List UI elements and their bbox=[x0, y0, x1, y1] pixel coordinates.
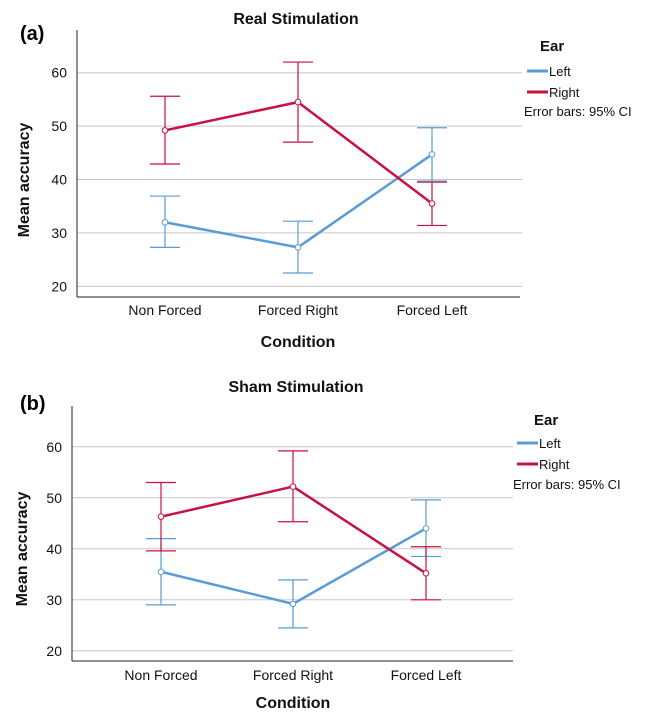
data-point-left bbox=[161, 218, 169, 226]
data-point-right bbox=[289, 483, 297, 490]
data-point-left bbox=[294, 244, 302, 251]
x-axis-label: Condition bbox=[256, 695, 331, 712]
error-bar-note: Error bars: 95% CI bbox=[513, 477, 621, 492]
y-tick-label: 30 bbox=[51, 225, 67, 241]
chart-title: Real Stimulation bbox=[233, 11, 358, 28]
plot-marks-a: 20 30 40 50 60 Non Forced Forced Right Forced L… bbox=[51, 30, 522, 318]
data-point-left bbox=[157, 568, 165, 576]
data-point-right bbox=[157, 513, 165, 520]
legend-label-right: Right bbox=[549, 85, 580, 100]
y-axis-label: Mean accuracy bbox=[14, 492, 31, 607]
y-tick-label: 60 bbox=[46, 439, 62, 455]
x-tick-label: Forced Left bbox=[391, 667, 462, 683]
y-tick-label: 20 bbox=[51, 278, 67, 294]
chart-title: Sham Stimulation bbox=[228, 379, 363, 396]
y-tick-label: 40 bbox=[51, 172, 67, 188]
y-tick-label: 20 bbox=[46, 643, 62, 659]
x-tick-label: Non Forced bbox=[124, 667, 197, 683]
legend-title: Ear bbox=[534, 412, 558, 429]
legend-title: Ear bbox=[540, 38, 564, 55]
y-tick-label: 30 bbox=[46, 592, 62, 608]
y-tick-label: 40 bbox=[46, 541, 62, 557]
data-point-left bbox=[422, 525, 430, 532]
plot-marks-b: 20 30 40 50 60 Non Forced Forced Right Forced L… bbox=[46, 406, 513, 683]
data-point-left bbox=[428, 151, 436, 158]
data-point-right bbox=[294, 98, 302, 106]
y-tick-label: 60 bbox=[51, 65, 67, 81]
chart-panel-a: (a) Real Stimulation Mean accuracy Condi… bbox=[16, 11, 632, 351]
x-tick-label: Forced Right bbox=[258, 302, 338, 318]
legend-label-left: Left bbox=[539, 436, 561, 451]
chart-panel-b: (b) Sham Stimulation Mean accuracy Condi… bbox=[14, 379, 621, 712]
y-axis-label: Mean accuracy bbox=[16, 123, 33, 238]
data-point-left bbox=[289, 600, 297, 608]
legend-label-left: Left bbox=[549, 64, 571, 79]
x-tick-label: Non Forced bbox=[128, 302, 201, 318]
data-point-right bbox=[422, 569, 430, 577]
panel-label: (b) bbox=[20, 393, 46, 415]
x-axis-label: Condition bbox=[261, 334, 336, 351]
x-tick-label: Forced Left bbox=[397, 302, 468, 318]
x-tick-label: Forced Right bbox=[253, 667, 333, 683]
data-point-right bbox=[428, 200, 436, 207]
y-tick-label: 50 bbox=[51, 118, 67, 134]
panel-label: (a) bbox=[20, 23, 44, 45]
error-bar-note: Error bars: 95% CI bbox=[524, 104, 632, 119]
data-point-right bbox=[161, 127, 169, 134]
legend-label-right: Right bbox=[539, 457, 570, 472]
y-tick-label: 50 bbox=[46, 490, 62, 506]
